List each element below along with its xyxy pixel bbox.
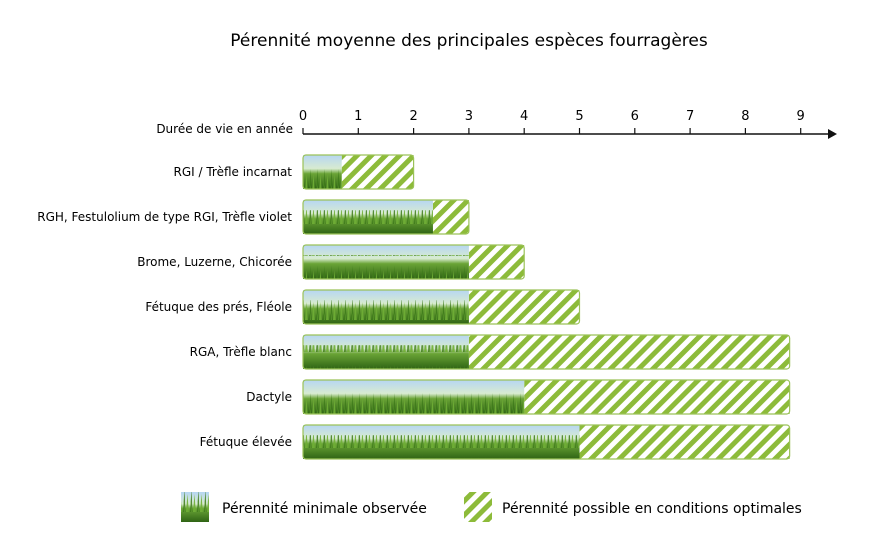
- bar-group: [302, 289, 581, 325]
- legend-label-observed: Pérennité minimale observée: [222, 501, 427, 517]
- category-label: RGA, Trèfle blanc: [190, 345, 292, 359]
- legend-swatch-observed-blades: [181, 492, 209, 522]
- x-axis-label: Durée de vie en année: [156, 122, 293, 136]
- x-tick-label: 6: [631, 109, 639, 124]
- bar-group: [302, 199, 470, 235]
- bar-outline: [302, 334, 791, 370]
- category-label: RGH, Festulolium de type RGI, Trèfle vio…: [37, 210, 292, 224]
- bar-segment-optimal: [468, 245, 525, 279]
- bar-outline: [302, 379, 791, 415]
- x-tick-label: 2: [409, 109, 417, 124]
- x-tick-label: 9: [797, 109, 805, 124]
- category-labels: RGI / Trèfle incarnat RGH, Festulolium de…: [37, 165, 292, 449]
- x-tick-label: 8: [741, 109, 749, 124]
- x-tick-label: 1: [354, 109, 362, 124]
- bar-segment-observed-texture: [303, 300, 469, 324]
- category-label: Brome, Luzerne, Chicorée: [137, 255, 292, 269]
- x-tick-label: 3: [465, 109, 473, 124]
- bar-outline: [302, 289, 581, 325]
- bar-group: [302, 154, 415, 190]
- bar-segment-optimal: [341, 155, 414, 189]
- bar-segment-optimal: [468, 335, 790, 369]
- legend-swatch-optimal: [464, 492, 492, 522]
- x-tick-label: 4: [520, 109, 528, 124]
- bar-segment-observed-texture: [303, 345, 469, 369]
- bar-outline: [302, 199, 470, 235]
- bar-segment-optimal: [468, 290, 580, 324]
- bar-group: [302, 379, 791, 415]
- category-label: Fétuque des prés, Fléole: [145, 300, 292, 314]
- category-label: RGI / Trèfle incarnat: [174, 165, 293, 179]
- bar-outline: [302, 244, 525, 280]
- bar-segment-optimal: [432, 200, 469, 234]
- bar-segment-observed-texture: [303, 435, 580, 459]
- category-label: Dactyle: [246, 390, 292, 404]
- category-label: Fétuque élevée: [200, 435, 292, 449]
- bar-outline: [302, 154, 415, 190]
- chart-title: Pérennité moyenne des principales espèce…: [230, 31, 708, 51]
- bar-segment-observed-texture: [303, 255, 469, 279]
- bar-segment-observed-texture: [303, 210, 433, 234]
- x-tick-label: 5: [575, 109, 583, 124]
- x-tick-label: 0: [299, 109, 307, 124]
- bar-segment-observed-texture: [303, 165, 342, 189]
- bar-segment-optimal: [579, 425, 790, 459]
- bar-segment-optimal: [524, 380, 790, 414]
- legend-label-optimal: Pérennité possible en conditions optimal…: [502, 501, 802, 517]
- bars: [302, 154, 791, 460]
- bar-outline: [302, 424, 791, 460]
- bar-group: [302, 424, 791, 460]
- x-tick-label: 7: [686, 109, 694, 124]
- bar-group: [302, 334, 791, 370]
- bar-group: [302, 244, 525, 280]
- bar-segment-observed-texture: [303, 390, 525, 414]
- x-axis-arrow: [828, 129, 837, 139]
- x-axis-ticks: 0 1 2 3 4 5 6 7 8 9: [299, 109, 805, 134]
- legend: Pérennité minimale observée Pérennité po…: [181, 492, 802, 522]
